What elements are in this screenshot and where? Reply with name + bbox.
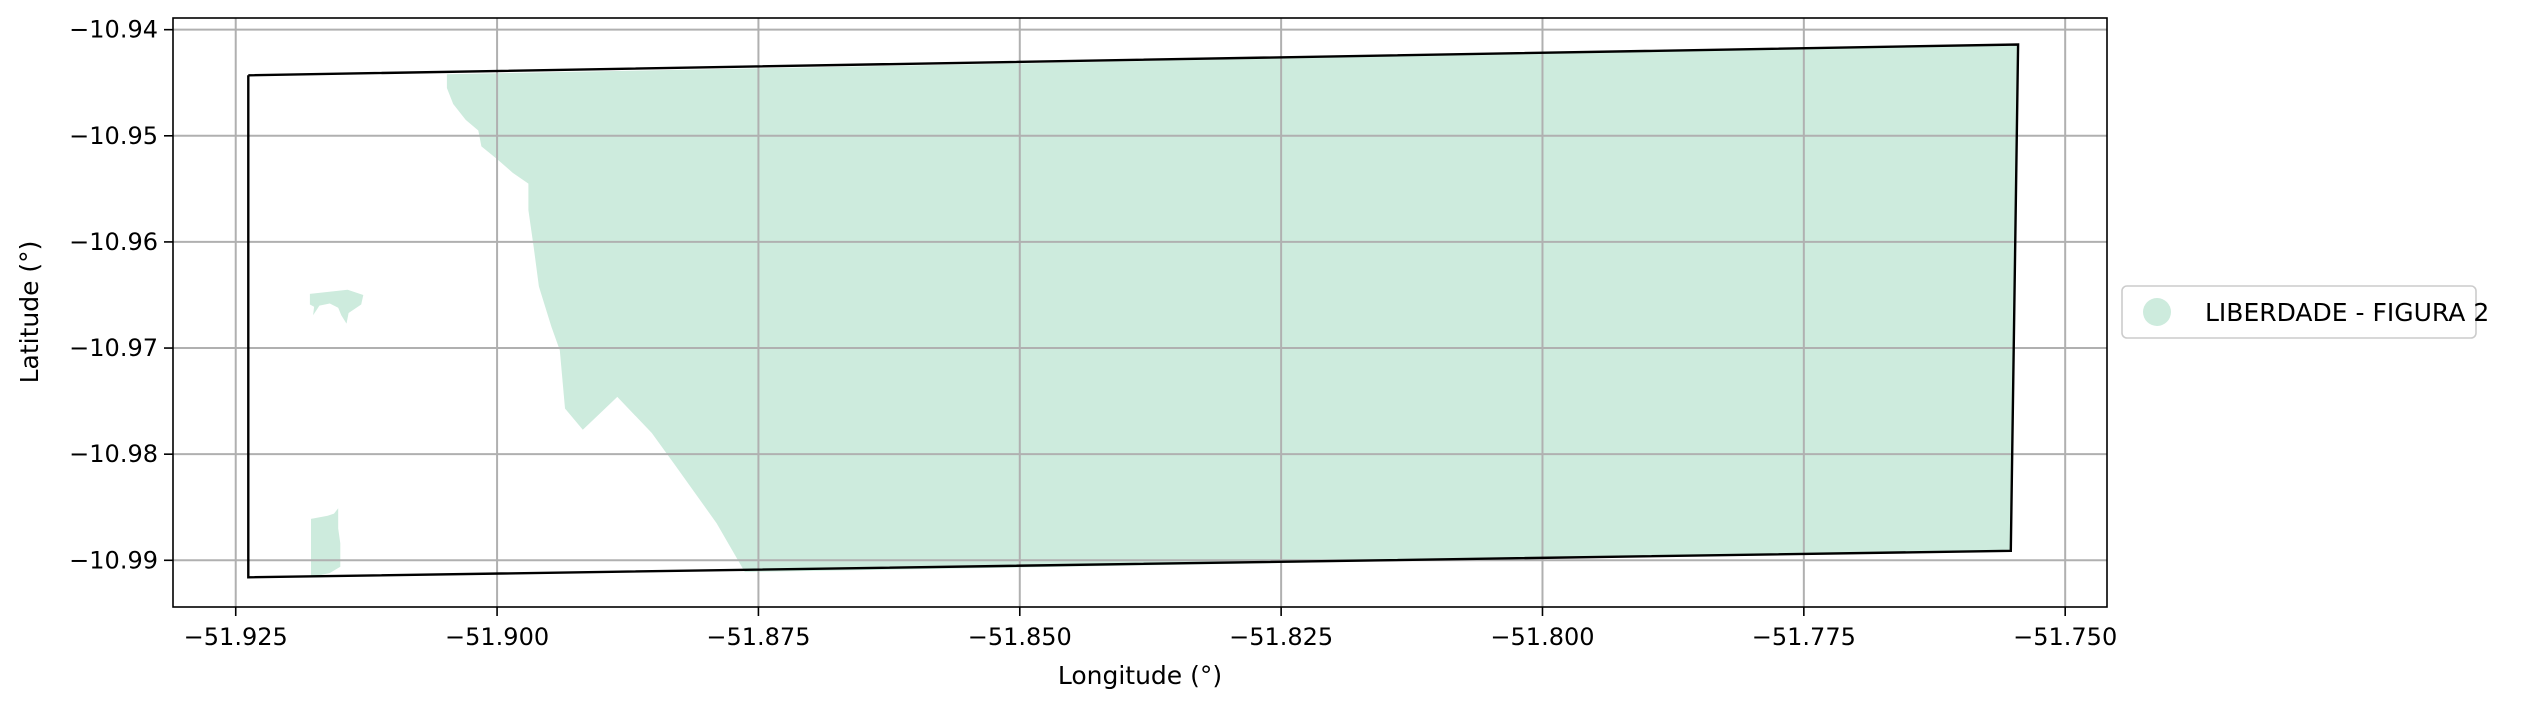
x-tick-label: −51.800 <box>1490 623 1594 651</box>
plot-area <box>172 17 2108 608</box>
area-bottom-left-patch <box>311 508 341 578</box>
y-tick-label: −10.98 <box>69 440 158 468</box>
grid-layer <box>173 18 2107 607</box>
legend-frame <box>2121 285 2477 339</box>
area-small-island <box>309 289 364 324</box>
x-tick-label: −51.825 <box>1229 623 1333 651</box>
y-tick-label: −10.99 <box>69 546 158 574</box>
x-tick-label: −51.750 <box>2013 623 2117 651</box>
y-axis-label: Latitude (°) <box>15 241 44 384</box>
x-tick-label: −51.775 <box>1752 623 1856 651</box>
x-tick-label: −51.850 <box>968 623 1072 651</box>
y-tick-label: −10.94 <box>69 16 158 44</box>
property-boundary <box>247 43 2020 579</box>
x-axis-ticks: −51.925 −51.900 −51.875 −51.850 −51.825 −51.8… <box>184 607 2117 651</box>
y-axis-ticks: −10.94 −10.95 −10.96 −10.97 −10.98 −10.99 <box>69 16 173 574</box>
x-axis-label: Longitude (°) <box>1058 661 1222 690</box>
legend-marker <box>2143 298 2171 326</box>
x-tick-label: −51.925 <box>184 623 288 651</box>
plot-frame <box>172 17 2108 608</box>
legend-entry-label: LIBERDADE - FIGURA 2 <box>2205 298 2489 327</box>
legend: LIBERDADE - FIGURA 2 <box>2121 285 2489 339</box>
y-tick-label: −10.95 <box>69 122 158 150</box>
x-tick-label: −51.900 <box>445 623 549 651</box>
y-tick-label: −10.97 <box>69 334 158 362</box>
x-tick-label: −51.875 <box>706 623 810 651</box>
area-main <box>446 44 2019 572</box>
y-tick-label: −10.96 <box>69 228 158 256</box>
